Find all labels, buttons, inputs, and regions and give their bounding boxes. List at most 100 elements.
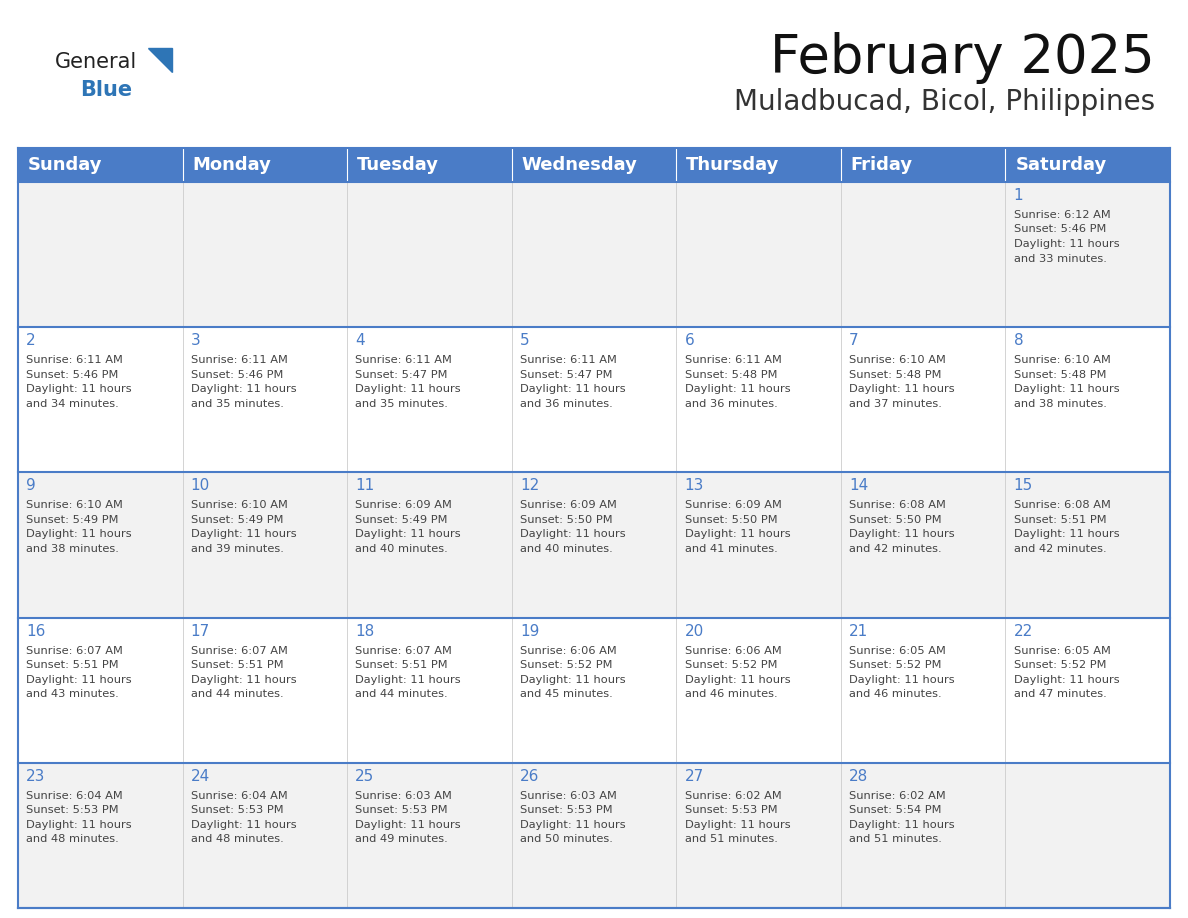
Bar bbox=[512, 618, 676, 763]
Bar bbox=[18, 763, 183, 908]
Text: Sunset: 5:48 PM: Sunset: 5:48 PM bbox=[684, 370, 777, 380]
Text: Sunrise: 6:10 AM: Sunrise: 6:10 AM bbox=[191, 500, 287, 510]
Text: 7: 7 bbox=[849, 333, 859, 348]
Bar bbox=[1005, 763, 1170, 908]
Bar bbox=[512, 148, 676, 182]
Text: Sunset: 5:50 PM: Sunset: 5:50 PM bbox=[520, 515, 613, 525]
Text: 13: 13 bbox=[684, 478, 703, 493]
Text: Sunrise: 6:09 AM: Sunrise: 6:09 AM bbox=[355, 500, 453, 510]
Text: and 41 minutes.: and 41 minutes. bbox=[684, 543, 777, 554]
Text: Sunrise: 6:11 AM: Sunrise: 6:11 AM bbox=[520, 355, 617, 365]
Text: and 49 minutes.: and 49 minutes. bbox=[355, 834, 448, 845]
Text: Sunset: 5:47 PM: Sunset: 5:47 PM bbox=[520, 370, 613, 380]
Text: Muladbucad, Bicol, Philippines: Muladbucad, Bicol, Philippines bbox=[734, 88, 1155, 116]
Text: Sunset: 5:51 PM: Sunset: 5:51 PM bbox=[26, 660, 119, 670]
Text: Daylight: 11 hours: Daylight: 11 hours bbox=[849, 385, 955, 394]
Text: Sunrise: 6:02 AM: Sunrise: 6:02 AM bbox=[684, 790, 782, 800]
Text: Daylight: 11 hours: Daylight: 11 hours bbox=[191, 530, 297, 540]
Text: Monday: Monday bbox=[192, 156, 271, 174]
Text: and 48 minutes.: and 48 minutes. bbox=[191, 834, 284, 845]
Text: Sunset: 5:48 PM: Sunset: 5:48 PM bbox=[1013, 370, 1106, 380]
Bar bbox=[676, 473, 841, 618]
Text: Tuesday: Tuesday bbox=[358, 156, 440, 174]
Text: Sunset: 5:48 PM: Sunset: 5:48 PM bbox=[849, 370, 942, 380]
Bar bbox=[676, 618, 841, 763]
Text: Daylight: 11 hours: Daylight: 11 hours bbox=[355, 820, 461, 830]
Text: and 33 minutes.: and 33 minutes. bbox=[1013, 253, 1106, 263]
Text: Daylight: 11 hours: Daylight: 11 hours bbox=[684, 820, 790, 830]
Text: 2: 2 bbox=[26, 333, 36, 348]
Text: Sunrise: 6:07 AM: Sunrise: 6:07 AM bbox=[26, 645, 124, 655]
Text: Sunrise: 6:11 AM: Sunrise: 6:11 AM bbox=[26, 355, 124, 365]
Text: Sunset: 5:53 PM: Sunset: 5:53 PM bbox=[26, 805, 119, 815]
Text: and 38 minutes.: and 38 minutes. bbox=[1013, 398, 1106, 409]
Text: and 51 minutes.: and 51 minutes. bbox=[684, 834, 777, 845]
Text: and 35 minutes.: and 35 minutes. bbox=[191, 398, 284, 409]
Text: Daylight: 11 hours: Daylight: 11 hours bbox=[849, 530, 955, 540]
Bar bbox=[676, 182, 841, 327]
Bar bbox=[347, 327, 512, 473]
Text: Sunset: 5:46 PM: Sunset: 5:46 PM bbox=[1013, 225, 1106, 234]
Text: Sunset: 5:49 PM: Sunset: 5:49 PM bbox=[26, 515, 119, 525]
Polygon shape bbox=[148, 48, 172, 72]
Text: Sunset: 5:50 PM: Sunset: 5:50 PM bbox=[849, 515, 942, 525]
Text: 24: 24 bbox=[191, 768, 210, 784]
Text: Daylight: 11 hours: Daylight: 11 hours bbox=[355, 675, 461, 685]
Text: 10: 10 bbox=[191, 478, 210, 493]
Text: 28: 28 bbox=[849, 768, 868, 784]
Text: Daylight: 11 hours: Daylight: 11 hours bbox=[684, 675, 790, 685]
Text: 8: 8 bbox=[1013, 333, 1023, 348]
Bar bbox=[183, 618, 347, 763]
Text: and 50 minutes.: and 50 minutes. bbox=[520, 834, 613, 845]
Text: Sunrise: 6:11 AM: Sunrise: 6:11 AM bbox=[355, 355, 453, 365]
Bar bbox=[1005, 148, 1170, 182]
Text: Sunrise: 6:03 AM: Sunrise: 6:03 AM bbox=[520, 790, 617, 800]
Text: Daylight: 11 hours: Daylight: 11 hours bbox=[849, 675, 955, 685]
Text: Daylight: 11 hours: Daylight: 11 hours bbox=[191, 385, 297, 394]
Bar bbox=[347, 618, 512, 763]
Text: 16: 16 bbox=[26, 623, 45, 639]
Text: Sunset: 5:50 PM: Sunset: 5:50 PM bbox=[684, 515, 777, 525]
Text: Sunrise: 6:05 AM: Sunrise: 6:05 AM bbox=[1013, 645, 1111, 655]
Bar bbox=[841, 618, 1005, 763]
Text: 4: 4 bbox=[355, 333, 365, 348]
Bar bbox=[841, 148, 1005, 182]
Text: and 35 minutes.: and 35 minutes. bbox=[355, 398, 448, 409]
Text: Sunset: 5:52 PM: Sunset: 5:52 PM bbox=[520, 660, 613, 670]
Text: and 47 minutes.: and 47 minutes. bbox=[1013, 689, 1106, 700]
Text: Daylight: 11 hours: Daylight: 11 hours bbox=[1013, 385, 1119, 394]
Text: Sunset: 5:54 PM: Sunset: 5:54 PM bbox=[849, 805, 942, 815]
Bar bbox=[841, 763, 1005, 908]
Text: 23: 23 bbox=[26, 768, 45, 784]
Bar bbox=[183, 148, 347, 182]
Text: Daylight: 11 hours: Daylight: 11 hours bbox=[26, 385, 132, 394]
Text: 22: 22 bbox=[1013, 623, 1032, 639]
Text: and 39 minutes.: and 39 minutes. bbox=[191, 543, 284, 554]
Bar bbox=[512, 182, 676, 327]
Text: 15: 15 bbox=[1013, 478, 1032, 493]
Text: Sunset: 5:46 PM: Sunset: 5:46 PM bbox=[191, 370, 283, 380]
Text: Sunset: 5:52 PM: Sunset: 5:52 PM bbox=[1013, 660, 1106, 670]
Text: Daylight: 11 hours: Daylight: 11 hours bbox=[1013, 675, 1119, 685]
Bar bbox=[18, 182, 183, 327]
Text: Sunrise: 6:09 AM: Sunrise: 6:09 AM bbox=[520, 500, 617, 510]
Text: Sunrise: 6:03 AM: Sunrise: 6:03 AM bbox=[355, 790, 453, 800]
Text: Thursday: Thursday bbox=[687, 156, 779, 174]
Text: Sunset: 5:49 PM: Sunset: 5:49 PM bbox=[191, 515, 283, 525]
Text: 20: 20 bbox=[684, 623, 703, 639]
Text: 3: 3 bbox=[191, 333, 201, 348]
Text: Sunset: 5:53 PM: Sunset: 5:53 PM bbox=[520, 805, 613, 815]
Text: Sunset: 5:52 PM: Sunset: 5:52 PM bbox=[684, 660, 777, 670]
Text: and 36 minutes.: and 36 minutes. bbox=[520, 398, 613, 409]
Text: Daylight: 11 hours: Daylight: 11 hours bbox=[26, 530, 132, 540]
Bar bbox=[183, 763, 347, 908]
Text: Sunrise: 6:04 AM: Sunrise: 6:04 AM bbox=[26, 790, 124, 800]
Text: Sunrise: 6:10 AM: Sunrise: 6:10 AM bbox=[26, 500, 124, 510]
Text: and 43 minutes.: and 43 minutes. bbox=[26, 689, 119, 700]
Text: Sunrise: 6:07 AM: Sunrise: 6:07 AM bbox=[355, 645, 453, 655]
Bar bbox=[512, 473, 676, 618]
Bar bbox=[512, 763, 676, 908]
Text: Sunrise: 6:02 AM: Sunrise: 6:02 AM bbox=[849, 790, 946, 800]
Text: Sunset: 5:53 PM: Sunset: 5:53 PM bbox=[684, 805, 777, 815]
Text: and 42 minutes.: and 42 minutes. bbox=[849, 543, 942, 554]
